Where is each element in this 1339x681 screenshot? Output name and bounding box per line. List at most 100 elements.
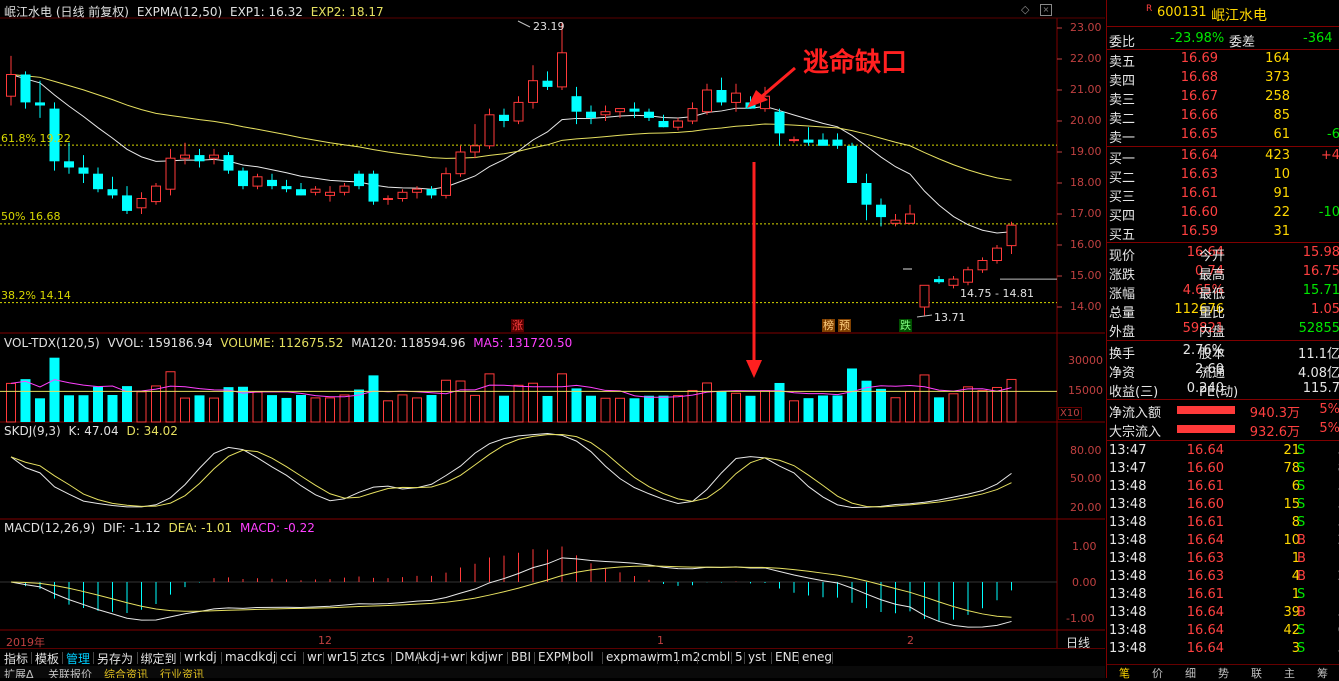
quote-tab-3[interactable]: 势 xyxy=(1218,667,1229,680)
toolbar-button-21[interactable]: 5 xyxy=(735,650,743,664)
toolbar-button-7[interactable]: cci xyxy=(280,650,297,664)
volume-bar-up xyxy=(513,384,524,423)
flow-row: 大宗流入 932.6万 5% xyxy=(1107,420,1339,440)
toolbar-button-13[interactable]: kdjwr xyxy=(470,650,503,664)
tick-time: 13:48 xyxy=(1109,515,1147,530)
ask-row: 卖四 16.68 373 xyxy=(1107,69,1339,89)
toolbar-divider xyxy=(731,652,732,664)
volume-bar-down xyxy=(818,395,828,422)
chart-canvas[interactable] xyxy=(0,0,1105,678)
toolbar-button-4[interactable]: 绑定到 xyxy=(140,652,177,666)
toolbar-button-15[interactable]: EXPM xyxy=(538,650,572,664)
close-icon[interactable]: × xyxy=(1040,4,1052,16)
toolbar-button-10[interactable]: ztcs xyxy=(361,650,385,664)
toolbar-button-20[interactable]: cmbl xyxy=(701,650,731,664)
peak-pointer xyxy=(517,20,531,28)
candle-body-up xyxy=(455,151,466,175)
toolbar-divider xyxy=(657,652,658,664)
info-tab-3[interactable]: 行业资讯 xyxy=(160,668,204,678)
toolbar-button-6[interactable]: macdkdj xyxy=(225,650,277,664)
tick-volume: 1 xyxy=(1291,551,1300,566)
stat-label: 涨幅 xyxy=(1109,287,1136,302)
candle-body-up xyxy=(789,139,799,142)
quote-tab-4[interactable]: 联 xyxy=(1251,667,1262,680)
macd-dif-line xyxy=(10,557,1012,628)
candle-body-down xyxy=(644,111,654,118)
tick-price: 16.60 xyxy=(1186,497,1224,512)
toolbar-button-9[interactable]: wr15 xyxy=(327,650,358,664)
candle-body-down xyxy=(934,279,944,283)
volume-bar-down xyxy=(774,382,785,422)
quote-tab-0[interactable]: 笔 xyxy=(1119,667,1130,680)
diamond-icon[interactable]: ◇ xyxy=(1021,3,1030,16)
skdj-title: SKDJ(9,3) xyxy=(4,424,61,438)
ask-label: 卖一 xyxy=(1109,131,1136,146)
toolbar-divider xyxy=(221,652,222,664)
toolbar-button-14[interactable]: BBI xyxy=(511,650,532,664)
volume-bar-up xyxy=(1006,378,1017,423)
macd-title: MACD(12,26,9) xyxy=(4,521,96,535)
volume-bar-up xyxy=(484,373,495,423)
bid-volume: 22 xyxy=(1273,205,1290,220)
info-tab-1[interactable]: 关联报价 xyxy=(48,668,92,678)
toolbar-button-17[interactable]: expmawr xyxy=(606,650,662,664)
volume-bar-down xyxy=(354,389,364,422)
r-mark: R xyxy=(1146,4,1153,14)
tag-yu[interactable]: 预 xyxy=(838,319,851,332)
toolbar-button-2[interactable]: 管理 xyxy=(66,652,91,666)
toolbar-divider xyxy=(323,652,324,664)
price-axis-tick: 21.00 xyxy=(1070,83,1102,96)
kline-chart-area[interactable]: 岷江水电 (日线 前复权) EXPMA(12,50) EXP1: 16.32 E… xyxy=(0,0,1105,678)
toolbar-button-24[interactable]: eneg xyxy=(802,650,832,664)
tick-time: 13:48 xyxy=(1109,641,1147,656)
toolbar-button-16[interactable]: boll xyxy=(572,650,594,664)
tick-count: 2 xyxy=(1338,569,1339,584)
toolbar-button-22[interactable]: yst xyxy=(748,650,767,664)
quote-tab-2[interactable]: 细 xyxy=(1185,667,1196,680)
quote-tab-5[interactable]: 主 xyxy=(1284,667,1295,680)
tick-count: 5 xyxy=(1338,605,1339,620)
toolbar-button-3[interactable]: 另存为 xyxy=(97,652,134,666)
volume-bar-up xyxy=(600,397,611,423)
toolbar-divider xyxy=(62,652,63,664)
quote-tab-6[interactable]: 筹 xyxy=(1317,667,1328,680)
tick-price: 16.63 xyxy=(1186,569,1224,584)
ask-price: 16.67 xyxy=(1180,89,1218,104)
period-label[interactable]: 日线 xyxy=(1066,636,1091,650)
candle-body-down xyxy=(803,139,814,143)
candle-body-up xyxy=(151,185,161,203)
bid-label: 买二 xyxy=(1109,171,1136,186)
stat2-label: 换手 xyxy=(1109,347,1136,362)
toolbar-button-11[interactable]: DMA xyxy=(395,650,423,664)
volume-bar-up xyxy=(470,394,480,423)
toolbar-button-5[interactable]: wrkdj xyxy=(184,650,217,664)
info-tab-2[interactable]: 综合资讯 xyxy=(104,668,148,678)
volume-bar-up xyxy=(948,393,959,423)
info-tab-0[interactable]: 扩展Δ xyxy=(4,668,34,678)
toolbar-button-18[interactable]: m1 xyxy=(661,650,681,664)
tag-die[interactable]: 跌 xyxy=(899,319,912,332)
ask-volume: 373 xyxy=(1265,70,1290,85)
toolbar-button-0[interactable]: 指标 xyxy=(4,652,29,666)
toolbar-button-8[interactable]: wr xyxy=(307,650,322,664)
candle-body-down xyxy=(629,108,640,112)
toolbar-button-1[interactable]: 模板 xyxy=(35,652,60,666)
skdj-axis-50: 50.00 xyxy=(1070,472,1102,485)
flow-label: 净流入额 xyxy=(1109,406,1162,421)
quote-tab-1[interactable]: 价 xyxy=(1152,667,1163,680)
toolbar-button-12[interactable]: kdj+wr xyxy=(422,650,465,664)
volume-bar-up xyxy=(687,389,698,423)
toolbar-divider xyxy=(744,652,745,664)
toolbar-button-19[interactable]: m2 xyxy=(681,650,701,664)
toolbar-divider xyxy=(602,652,603,664)
tag-zhang[interactable]: 涨 xyxy=(511,319,524,332)
tag-bang[interactable]: 榜 xyxy=(822,319,835,332)
stat2-value: 2.76% xyxy=(1182,343,1224,358)
bid-price: 16.60 xyxy=(1180,205,1218,220)
toolbar-divider xyxy=(357,652,358,664)
tick-count: 3 xyxy=(1338,641,1339,656)
tick-count: 8 xyxy=(1338,461,1339,476)
macd-axis-1: 1.00 xyxy=(1072,540,1097,553)
toolbar-button-23[interactable]: ENE xyxy=(775,650,800,664)
